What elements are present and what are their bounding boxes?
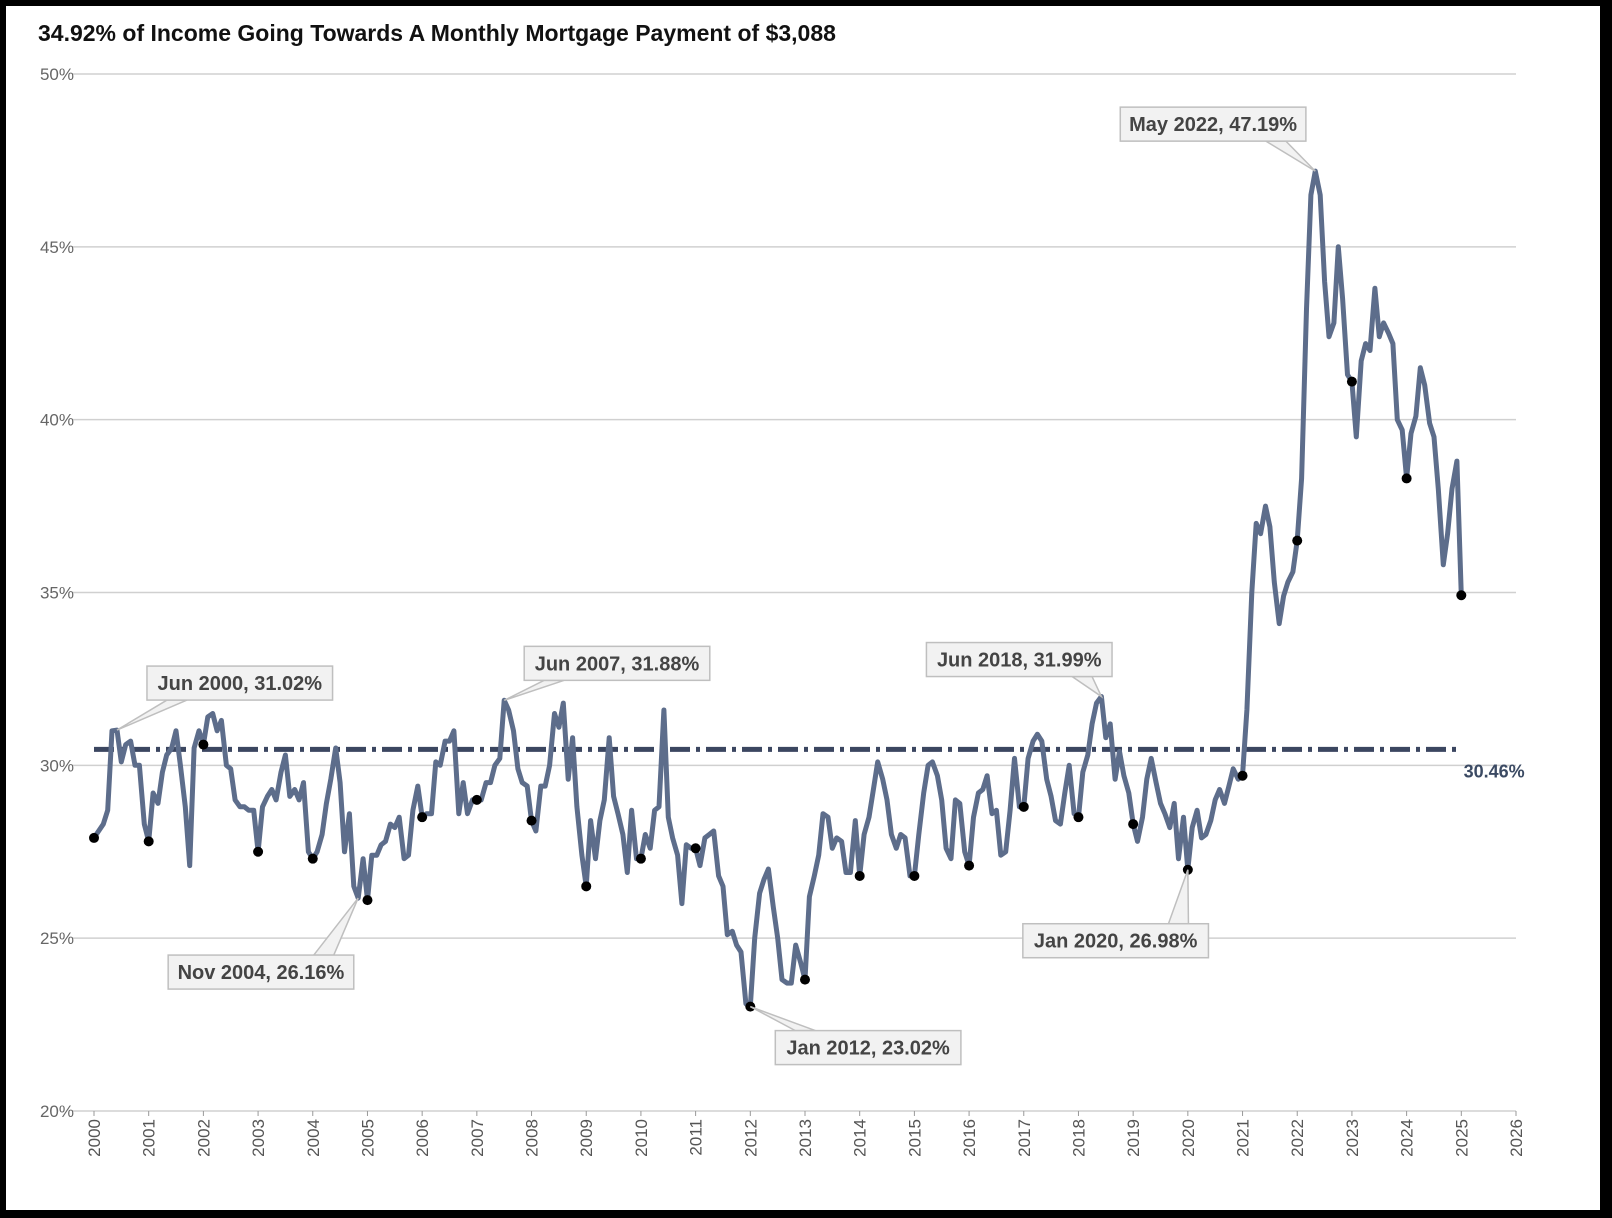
callout-2: Jun 2007, 31.88% (503, 645, 711, 702)
y-tick-label: 30% (40, 756, 74, 775)
annual-data-point (198, 739, 209, 750)
callout-6: May 2022, 47.19% (1119, 106, 1316, 172)
x-tick-label: 2026 (1507, 1119, 1526, 1157)
series-group (91, 168, 1464, 1010)
annual-data-point (635, 853, 646, 864)
annual-data-point (690, 843, 701, 854)
annual-data-point (1401, 473, 1412, 484)
annual-data-point (1018, 801, 1029, 812)
x-tick-label: 2025 (1452, 1119, 1471, 1157)
annual-markers (89, 376, 1467, 1012)
y-axis-ticks: 20% 25% 30% 35% 40% 45% 50% (40, 65, 74, 1121)
annual-data-point (800, 974, 810, 985)
x-tick-label: 2007 (468, 1119, 487, 1157)
annual-data-point (307, 853, 318, 864)
callouts: Jun 2000, 31.02% Nov 2004, 26.16% Jun 2007… (116, 106, 1316, 1066)
callout-box (774, 1029, 962, 1066)
callout-0: Jun 2000, 31.02% (116, 665, 334, 731)
chart-title: 34.92% of Income Going Towards A Monthly… (38, 20, 836, 46)
x-tick-label: 2020 (1179, 1119, 1198, 1157)
y-tick-label: 50% (40, 65, 74, 84)
x-tick-label: 2022 (1288, 1119, 1307, 1157)
annual-data-point (1237, 770, 1248, 781)
callout-pointer (1167, 869, 1190, 925)
callout-box (925, 641, 1113, 678)
callout-label: Nov 2004, 26.16% (178, 962, 345, 984)
annual-data-point (471, 794, 482, 805)
callout-label: Jun 2018, 31.99% (937, 650, 1102, 672)
annual-data-point (253, 846, 264, 857)
x-tick-label: 2014 (851, 1119, 870, 1157)
annual-data-point (362, 895, 373, 906)
x-tick-label: 2002 (194, 1119, 213, 1157)
callout-label: May 2022, 47.19% (1129, 114, 1297, 136)
y-tick-label: 25% (40, 929, 74, 948)
callout-pointer (1263, 140, 1316, 172)
y-tick-label: 35% (40, 584, 74, 603)
x-tick-label: 2024 (1398, 1119, 1417, 1157)
annual-data-point (1346, 376, 1357, 387)
callout-box (523, 645, 711, 682)
x-tick-label: 2021 (1234, 1119, 1253, 1157)
annual-data-point (1456, 590, 1467, 601)
callout-pointer (1069, 675, 1104, 699)
callout-label: Jan 2020, 26.98% (1034, 931, 1198, 953)
y-tick-label: 40% (40, 411, 74, 430)
x-tick-label: 2004 (304, 1119, 323, 1157)
callout-1: Nov 2004, 26.16% (167, 897, 359, 990)
x-tick-label: 2012 (741, 1119, 760, 1157)
annual-data-point (964, 860, 975, 871)
average-line-group: 30.46% (94, 746, 1525, 781)
x-tick-label: 2006 (413, 1119, 432, 1157)
annual-data-point (1073, 812, 1084, 823)
x-tick-label: 2018 (1069, 1119, 1088, 1157)
x-tick-label: 2013 (796, 1119, 815, 1157)
annual-data-point (417, 812, 428, 823)
annual-data-point (854, 870, 865, 881)
callout-3: Jan 2012, 23.02% (749, 1005, 962, 1066)
x-tick-label: 2010 (632, 1119, 651, 1157)
average-value-label: 30.46% (1464, 761, 1525, 781)
x-tick-label: 2015 (905, 1119, 924, 1157)
callout-pointer (116, 699, 188, 731)
x-tick-label: 2005 (358, 1119, 377, 1157)
line-chart: 20%25%30%35%40%45%50% 2000 2001 2002 2003 20… (40, 65, 1526, 1157)
annual-data-point (143, 836, 154, 847)
y-tick-label: 45% (40, 238, 74, 257)
x-tick-label: 2000 (85, 1119, 104, 1157)
annual-data-point (581, 881, 592, 892)
x-tick-label: 2011 (687, 1119, 706, 1156)
callout-label: Jun 2000, 31.02% (157, 673, 322, 695)
y-tick-label: 20% (40, 1102, 74, 1121)
callout-label: Jan 2012, 23.02% (786, 1038, 950, 1060)
annual-data-point (526, 815, 537, 826)
x-axis-ticks: 2000 2001 2002 2003 2004 2005 2006 2007 2008 2009… (85, 1111, 1526, 1157)
x-tick-label: 2017 (1015, 1119, 1034, 1157)
callout-label: Jun 2007, 31.88% (535, 653, 700, 675)
callout-box (167, 954, 355, 990)
chart-frame: 34.92% of Income Going Towards A Monthly… (6, 6, 1600, 1210)
x-tick-label: 2008 (523, 1119, 542, 1157)
callout-pointer (312, 897, 359, 956)
x-tick-label: 2023 (1343, 1119, 1362, 1157)
callout-4: Jun 2018, 31.99% (925, 641, 1113, 699)
callout-5: Jan 2020, 26.98% (1022, 869, 1210, 959)
annual-data-point (1292, 535, 1303, 546)
annual-data-point (1128, 819, 1139, 830)
x-tick-label: 2019 (1124, 1119, 1143, 1157)
callout-box (1022, 922, 1210, 959)
x-tick-label: 2001 (140, 1119, 159, 1157)
annual-data-point (909, 870, 920, 881)
x-tick-label: 2016 (960, 1119, 979, 1157)
mortgage-share-series-line (91, 168, 1464, 1010)
annual-data-point (89, 832, 99, 843)
callout-box (146, 665, 334, 701)
callout-pointer (749, 1005, 816, 1032)
x-tick-label: 2003 (249, 1119, 268, 1157)
x-tick-label: 2009 (577, 1119, 596, 1157)
callout-box (1119, 106, 1307, 142)
callout-pointer (503, 679, 565, 702)
